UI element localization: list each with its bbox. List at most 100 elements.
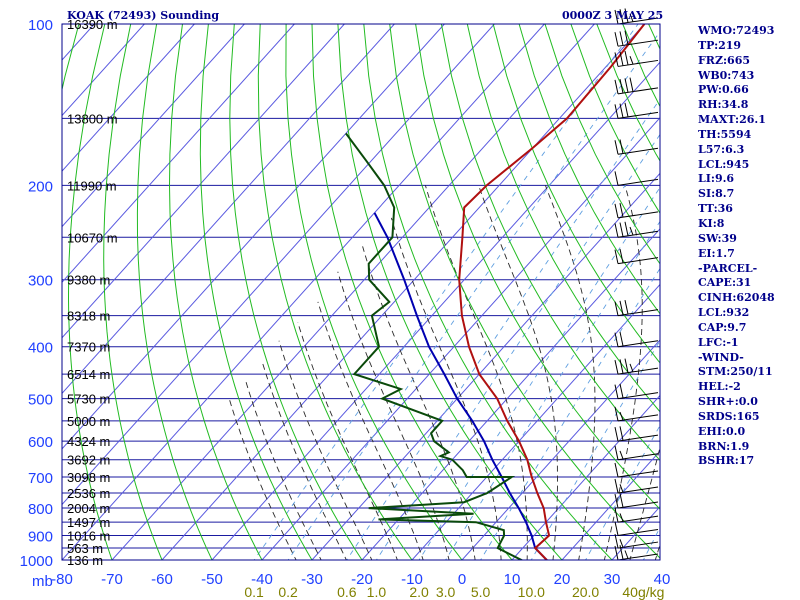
height-label: 5000 m (67, 414, 110, 429)
dry-adiabat-line (415, 24, 660, 510)
mixing-ratio-line (287, 30, 660, 560)
stat-item: PW:0.66 (698, 83, 749, 97)
stat-item: L57:6.3 (698, 142, 745, 156)
height-label: 13800 m (67, 111, 118, 126)
height-label: 7370 m (67, 340, 110, 355)
stat-item: EI:1.7 (698, 246, 735, 260)
height-label: 136 m (67, 553, 103, 568)
stat-item: -PARCEL- (698, 261, 758, 275)
isotherm-line (111, 24, 595, 560)
dry-adiabat-line (103, 24, 163, 560)
height-label: 1016 m (67, 529, 110, 544)
stat-item: LFC:-1 (698, 335, 739, 349)
mixing-ratio-tick-label: 1.0 (367, 584, 387, 600)
dry-adiabat-line (337, 24, 563, 560)
pressure-tick-label: 400 (28, 340, 53, 357)
dry-adiabat-line (257, 24, 413, 560)
mixing-ratio-line (530, 339, 660, 560)
temperature-tick-label: -40 (251, 571, 273, 588)
mixing-ratio-axis-labels: 0.1 0.2 0.6 1.0 2.0 3.0 5.0 10.0 20.0 40g/kg (244, 584, 664, 600)
pressure-tick-label: 1000 (20, 553, 53, 570)
wind-barb (614, 102, 659, 119)
height-label: 5730 m (67, 392, 110, 407)
wind-barb (614, 406, 659, 422)
moist-adiabat-line (478, 185, 558, 560)
wind-barb (614, 358, 659, 375)
stat-item: FRZ:665 (698, 53, 751, 67)
dry-adiabat-line (544, 24, 660, 265)
mixing-ratio-line (346, 98, 660, 560)
moist-adiabat-line (424, 185, 528, 560)
pressure-tick-label: 800 (28, 501, 53, 518)
pressure-tick-label: 200 (28, 178, 53, 195)
height-label: 2536 m (67, 486, 110, 501)
dry-adiabat-line (466, 24, 660, 413)
temperature-tick-label: -30 (301, 571, 323, 588)
stat-item: LCL:945 (698, 157, 750, 171)
wind-barb (614, 30, 659, 47)
height-label: 4324 m (67, 434, 110, 449)
wind-barb (614, 203, 659, 219)
plot-area (62, 24, 660, 560)
pressure-tick-label: 300 (28, 273, 53, 290)
wind-barb (614, 171, 659, 186)
isotherm-line (62, 24, 545, 560)
mixing-ratio-tick-label: 3.0 (436, 584, 456, 600)
temperature-tick-label: 20 (554, 571, 571, 588)
parcel-trace (373, 212, 549, 560)
moist-adiabat-line (262, 363, 347, 560)
moist-adiabat-line (390, 217, 502, 560)
wind-barb (614, 8, 659, 25)
dry-adiabat-line (518, 24, 660, 315)
mixing-ratio-line (480, 267, 660, 560)
pressure-tick-label: 900 (28, 529, 53, 546)
moist-adiabat-line (337, 271, 450, 560)
pressure-tick-label: 500 (28, 392, 53, 409)
mixing-ratio-line (585, 424, 660, 560)
dry-adiabat-line (199, 24, 313, 560)
mixing-ratio-line (418, 186, 660, 560)
mixing-ratio-line (375, 133, 660, 560)
wind-barbs (614, 8, 659, 561)
temperature-tick-label: 40 (654, 571, 671, 588)
wind-barb (614, 77, 659, 95)
temperature-tick-label: -70 (101, 571, 123, 588)
wind-barb (614, 221, 659, 238)
height-label: 6514 m (67, 367, 110, 382)
temperature-trace (458, 24, 646, 560)
stat-item: TP:219 (698, 38, 742, 52)
mixing-ratio-tick-label: 10.0 (518, 584, 545, 600)
stat-item: SW:39 (698, 231, 737, 245)
isotherm-line (62, 24, 395, 395)
dry-adiabat-line (285, 24, 463, 560)
stat-item: SRDS:165 (698, 409, 760, 423)
wind-barb (614, 445, 659, 461)
wind-barb (614, 331, 659, 348)
wind-barb (614, 248, 659, 265)
isotherms (62, 24, 660, 560)
wind-barb (614, 521, 659, 536)
moist-adiabat-line (228, 398, 297, 560)
isotherm-line (62, 24, 445, 450)
wind-barb (614, 139, 659, 155)
temperature-tick-label: -80 (51, 571, 73, 588)
stat-item: LI:9.6 (698, 172, 735, 186)
mixing-ratio-tick-label: 5.0 (471, 584, 491, 600)
wind-barb (614, 533, 659, 549)
wind-barb (614, 426, 659, 442)
stat-item: SI:8.7 (698, 187, 735, 201)
stat-item: HEL:-2 (698, 380, 741, 394)
wind-barb (614, 545, 659, 561)
temperature-tick-label: -20 (351, 571, 373, 588)
wind-barb (614, 493, 659, 509)
mixing-ratio-tick-label: 0.1 (244, 584, 264, 600)
isotherm-line (211, 61, 660, 560)
stat-item: CAPE:31 (698, 276, 752, 290)
moist-adiabat-line (317, 301, 424, 560)
isotherm-line (461, 339, 660, 560)
height-label: 3692 m (67, 453, 110, 468)
temperature-tick-label: -60 (151, 571, 173, 588)
moist-adiabat-line (244, 379, 322, 560)
